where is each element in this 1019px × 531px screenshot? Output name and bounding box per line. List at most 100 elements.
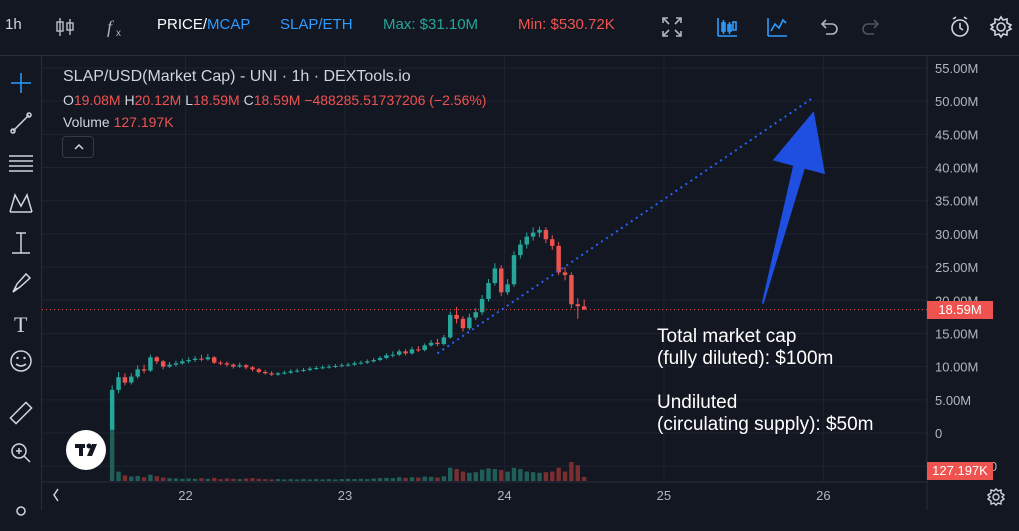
plot-background — [42, 56, 927, 482]
ruler-icon[interactable] — [6, 398, 36, 428]
open-key: O — [63, 92, 74, 108]
trend-line — [436, 96, 815, 355]
candle-body — [231, 364, 236, 367]
candle-body — [339, 365, 345, 367]
volume-bar — [556, 467, 561, 481]
volume-bar — [505, 471, 510, 481]
volume-bar — [371, 478, 376, 481]
candle-body — [129, 376, 134, 383]
candle-body — [530, 232, 536, 237]
price-mcap-toggle[interactable]: PRICE/MCAP — [157, 16, 250, 33]
price-label: PRICE — [157, 16, 203, 33]
pattern-tool-icon[interactable] — [6, 188, 36, 218]
volume-bar — [320, 479, 325, 481]
y-tick-label: 15.00M — [935, 326, 978, 341]
volume-bar — [122, 475, 128, 481]
candle-body — [160, 361, 166, 367]
candle-body — [218, 362, 223, 364]
candle-body — [428, 342, 434, 346]
y-tick-label: 0 — [935, 426, 942, 441]
candle-body — [288, 371, 293, 373]
zoom-in-icon[interactable] — [6, 438, 36, 468]
candle-body — [352, 363, 357, 365]
candle-body — [314, 367, 319, 369]
measure-tool-icon[interactable] — [6, 228, 36, 258]
candle-body — [275, 373, 281, 375]
annotation-line-2: (fully diluted): $100m — [657, 348, 834, 369]
candle-body — [384, 355, 389, 359]
candle-body — [396, 351, 402, 355]
volume-bar — [148, 474, 153, 481]
candle-body — [282, 372, 287, 374]
tradingview-logo[interactable] — [66, 430, 106, 470]
bars-icon[interactable] — [764, 14, 790, 40]
pair-switch[interactable]: SLAP/ETH — [280, 16, 353, 33]
trend-line-tool-icon[interactable] — [6, 108, 36, 138]
undo-icon[interactable] — [816, 14, 842, 40]
y-tick-label: 10.00M — [935, 360, 978, 375]
candle-body — [371, 360, 376, 362]
min-label: Min: $530.72K — [518, 16, 615, 33]
eye-icon[interactable] — [6, 496, 36, 526]
candle-body — [326, 366, 332, 368]
volume-bar — [581, 476, 587, 481]
candle-body — [199, 358, 204, 360]
candle-body — [454, 314, 459, 319]
volume-bar — [467, 472, 472, 481]
volume-bar — [384, 477, 389, 481]
indicators-icon[interactable] — [52, 14, 78, 40]
candle-body — [575, 304, 581, 307]
candle-body — [205, 357, 211, 360]
volume-bar — [288, 479, 293, 481]
volume-bar — [333, 479, 338, 481]
volume-bar — [422, 476, 427, 481]
volume-bar — [550, 471, 555, 481]
fullscreen-icon[interactable] — [659, 14, 685, 40]
settings-icon[interactable] — [988, 14, 1014, 40]
candle-body — [224, 363, 230, 365]
price-chart[interactable]: 55.00M 50.00M 45.00M 40.00M 35.00M 30.00M 25.0… — [0, 0, 1019, 510]
candle-body — [154, 357, 160, 362]
crosshair-icon[interactable] — [6, 68, 36, 98]
volume-bar — [428, 476, 434, 481]
mcap-label: MCAP — [207, 16, 251, 33]
volume-bar — [409, 477, 415, 481]
axis-settings-icon[interactable] — [986, 487, 1006, 507]
candle-body — [345, 364, 351, 366]
volume-bar — [307, 479, 313, 481]
interval-button[interactable]: 1h — [5, 16, 22, 33]
volume-bar — [192, 478, 198, 481]
candle-body — [358, 362, 364, 364]
fib-retracement-icon[interactable] — [6, 148, 36, 178]
volume-bar — [256, 478, 262, 481]
volume-bar — [416, 477, 421, 481]
volume-bar — [575, 465, 581, 481]
candle-body — [122, 377, 128, 383]
separator: / — [202, 16, 208, 33]
alert-icon[interactable] — [947, 14, 973, 40]
candle-body — [467, 317, 472, 329]
volume-bar — [231, 478, 236, 481]
redo-icon[interactable] — [858, 14, 884, 40]
volume-bar — [486, 468, 491, 481]
volume-bar — [339, 479, 345, 481]
volume-bar — [218, 479, 223, 481]
close-value: 18.59M — [253, 92, 301, 108]
text-tool-icon[interactable]: T — [6, 308, 36, 338]
candles-icon[interactable] — [714, 14, 740, 40]
svg-text:x: x — [116, 28, 121, 39]
y-tick-label: 40.00M — [935, 161, 978, 176]
candle-body — [556, 245, 561, 273]
candle-body — [550, 239, 555, 246]
emoji-icon[interactable] — [6, 346, 36, 376]
candle-body — [180, 361, 185, 364]
collapse-legend-button[interactable] — [62, 136, 94, 158]
candle-body — [301, 369, 306, 371]
brush-icon[interactable] — [6, 268, 36, 298]
candle-body — [250, 367, 255, 370]
candle-body — [365, 361, 370, 363]
volume-bar — [345, 478, 351, 481]
collapse-toolbar-icon[interactable] — [41, 480, 59, 510]
low-value: 18.59M — [193, 92, 240, 108]
